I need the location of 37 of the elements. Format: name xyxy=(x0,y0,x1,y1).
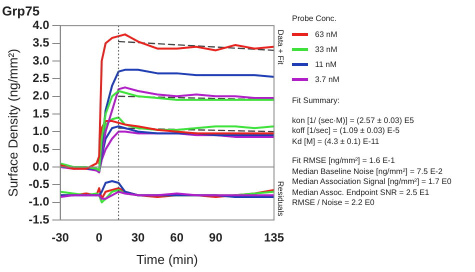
x-axis-title: Time (min) xyxy=(136,252,198,267)
y-tick-label: 0.0 xyxy=(32,159,50,174)
text: kon [1/ (sec·M)] = (2.57 ± 0.03) E5 xyxy=(292,116,415,126)
x-tick-label: 0 xyxy=(96,230,103,245)
y-tick-label: 1.0 xyxy=(32,124,50,138)
y-tick-label: -1.0 xyxy=(28,194,50,209)
y-tick-label: -0.5 xyxy=(28,176,50,191)
text: Fit Summary: xyxy=(292,96,341,106)
legend-label: 11 nM xyxy=(315,60,337,69)
text: Median Association Signal [ng/mm²] = 1.7 E0 xyxy=(292,177,452,188)
text: RMSE / Noise = 2.2 E0 xyxy=(292,198,376,208)
text: Kd [M] = (4.3 ± 0.1) E-11 xyxy=(292,136,380,147)
text: Median Assoc. Endpoint SNR = 2.5 E1 xyxy=(292,188,430,198)
y-tick-label: 3.5 xyxy=(32,36,50,50)
y-tick-label: 4.0 xyxy=(32,18,50,32)
text: koff [1/sec] = (1.09 ± 0.03) E-5 xyxy=(292,126,401,136)
y-tick-label: 2.0 xyxy=(32,88,50,103)
y-axis-title: Surface Density (ng/mm²) xyxy=(5,48,20,197)
legend-label: 63 nM xyxy=(315,30,338,39)
text: Residuals xyxy=(276,181,285,216)
legend-title: Probe Conc. xyxy=(292,14,338,23)
y-tick-label: 3.0 xyxy=(32,53,50,68)
y-tick-label: 0.5 xyxy=(32,142,50,156)
x-tick-label: 60 xyxy=(170,230,184,245)
x-tick-label: 135 xyxy=(264,230,284,245)
chart-title: Grp75 xyxy=(2,3,40,18)
x-tick-label: -30 xyxy=(52,230,70,245)
y-tick-label: 2.5 xyxy=(32,70,50,85)
legend-label: 3.7 nM xyxy=(315,75,340,84)
legend-label: 33 nM xyxy=(315,45,338,54)
x-tick-label: 90 xyxy=(209,230,223,245)
text: Median Baseline Noise [ng/mm²] = 7.5 E-2 xyxy=(292,166,444,177)
text: Fit RMSE [ng/mm²] = 1.6 E-1 xyxy=(292,156,396,166)
y-tick-label: 1.5 xyxy=(32,106,50,120)
y-tick-label: -1.5 xyxy=(28,212,50,226)
text: Data + Fit xyxy=(276,30,285,66)
x-tick-label: 30 xyxy=(131,230,145,245)
